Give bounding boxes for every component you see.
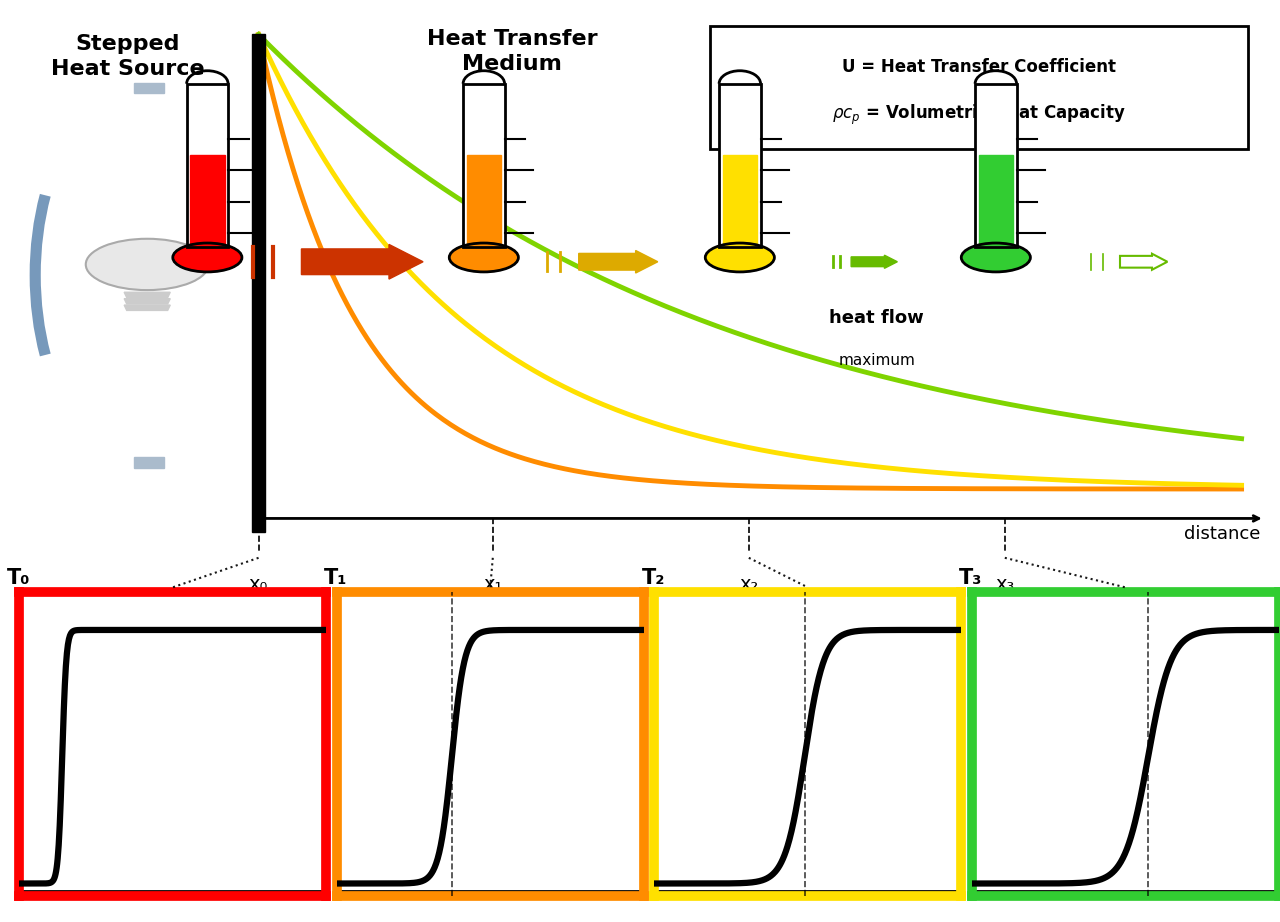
Text: T₁: T₁	[324, 568, 348, 587]
Bar	[463, 84, 504, 247]
FancyBboxPatch shape	[710, 27, 1248, 149]
Text: heat flow: heat flow	[829, 309, 924, 327]
Circle shape	[961, 243, 1030, 272]
Polygon shape	[134, 457, 164, 467]
Circle shape	[86, 239, 209, 290]
Text: Stepped
Heat Source: Stepped Heat Source	[51, 34, 205, 79]
Text: Heat Transfer
Medium: Heat Transfer Medium	[426, 30, 598, 74]
Bar	[722, 155, 758, 245]
Bar	[187, 84, 228, 247]
Bar	[252, 34, 265, 532]
FancyArrow shape	[851, 255, 897, 268]
Bar	[975, 84, 1016, 247]
Bar	[719, 84, 760, 247]
Text: x₃: x₃	[995, 574, 1015, 594]
Text: x₁: x₁	[483, 574, 503, 594]
FancyArrow shape	[579, 251, 658, 273]
Bar	[187, 84, 228, 247]
Polygon shape	[124, 292, 170, 298]
FancyArrow shape	[302, 244, 422, 279]
Bar	[975, 84, 1016, 247]
Circle shape	[705, 243, 774, 272]
Text: T₀: T₀	[6, 568, 31, 587]
Text: x₀: x₀	[248, 574, 269, 594]
Text: U = Heat Transfer Coefficient: U = Heat Transfer Coefficient	[842, 57, 1116, 76]
Text: maximum: maximum	[838, 353, 915, 368]
Bar	[467, 155, 500, 245]
Circle shape	[173, 243, 242, 272]
Circle shape	[449, 243, 518, 272]
Text: distance: distance	[1184, 526, 1261, 543]
Text: $\rho c_p$ = Volumetric Heat Capacity: $\rho c_p$ = Volumetric Heat Capacity	[832, 102, 1126, 127]
Text: T₃: T₃	[959, 568, 983, 587]
Polygon shape	[124, 299, 170, 304]
Polygon shape	[134, 83, 164, 93]
Text: T₂: T₂	[641, 568, 666, 587]
Bar	[979, 155, 1014, 245]
Text: x₂: x₂	[739, 574, 759, 594]
Polygon shape	[124, 305, 170, 311]
Bar	[191, 155, 225, 245]
Bar	[463, 84, 504, 247]
Bar	[719, 84, 760, 247]
